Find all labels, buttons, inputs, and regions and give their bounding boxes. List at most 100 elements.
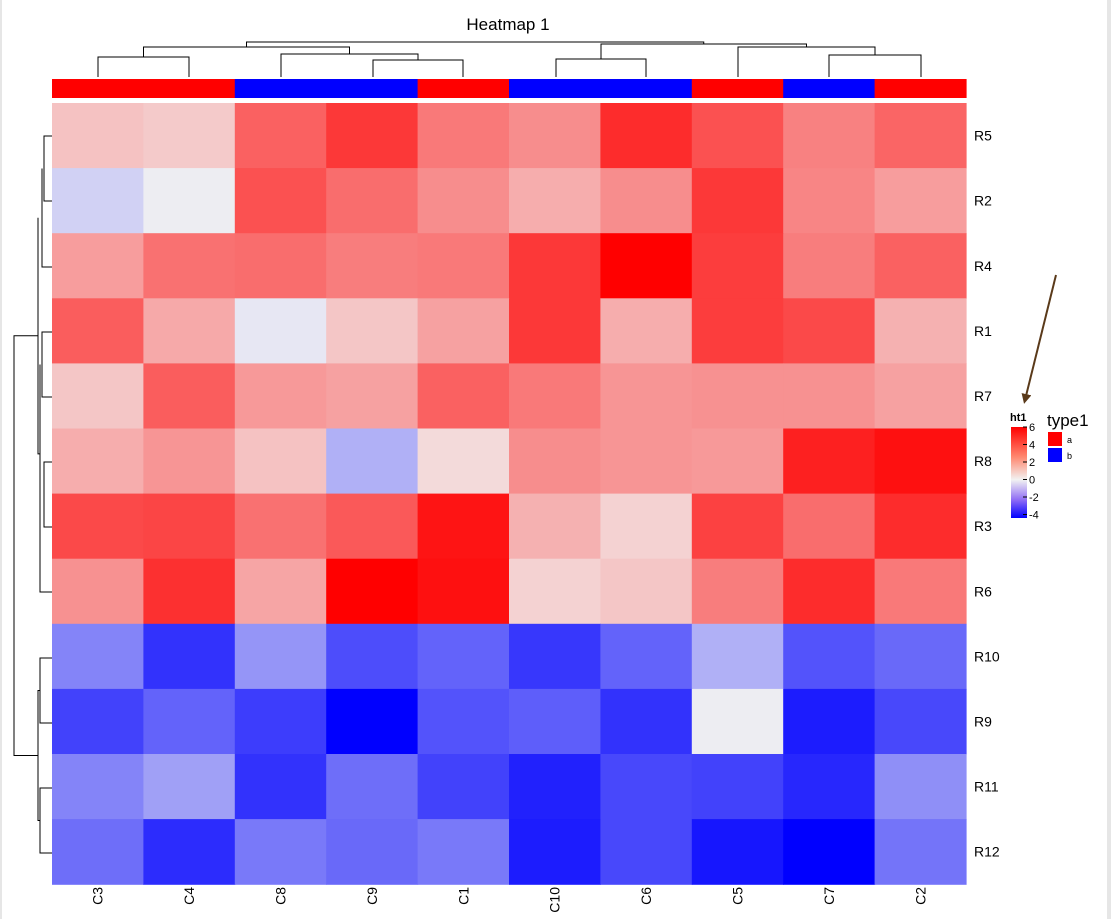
annotation-cell-C8 bbox=[234, 79, 327, 98]
heatmap-cell-R5-C9 bbox=[326, 103, 419, 169]
heatmap-cell-R3-C6 bbox=[600, 493, 693, 560]
heatmap-cell-R6-C2 bbox=[874, 558, 967, 625]
heatmap-cell-R3-C2 bbox=[874, 493, 967, 560]
row-label-R3: R3 bbox=[974, 518, 992, 534]
heatmap-cell-R7-C5 bbox=[691, 363, 784, 430]
heatmap-cell-R5-C4 bbox=[143, 103, 236, 169]
heatmap-cell-R6-C7 bbox=[783, 558, 876, 625]
row-dendrogram bbox=[13, 135, 52, 854]
heatmap-cell-R3-C4 bbox=[143, 493, 236, 560]
row-label-R11: R11 bbox=[974, 779, 999, 795]
heatmap-cell-R7-C4 bbox=[143, 363, 236, 430]
type1-legend-label-b: b bbox=[1067, 451, 1072, 461]
heatmap-cell-R8-C9 bbox=[326, 428, 419, 495]
ht1-legend: ht1 6 4 2 0 -2 -4 bbox=[1010, 412, 1039, 522]
heatmap-cell-R6-C3 bbox=[52, 558, 144, 625]
heatmap-cell-R12-C8 bbox=[234, 819, 327, 885]
heatmap-cell-R5-C5 bbox=[691, 103, 784, 169]
column-label-C10: C10 bbox=[547, 887, 563, 913]
column-labels: C3 C4 C8 C9 C1 C10 C6 C5 C7 C2 bbox=[90, 887, 929, 913]
heatmap-cell-R12-C7 bbox=[783, 819, 876, 885]
heatmap-cell-R9-C1 bbox=[417, 688, 510, 755]
row-label-R7: R7 bbox=[974, 388, 992, 404]
heatmap-cell-R2-C9 bbox=[326, 168, 419, 234]
heatmap-cell-R4-C7 bbox=[783, 233, 876, 299]
heatmap-cell-R5-C3 bbox=[52, 103, 144, 169]
heatmap-cell-R5-C2 bbox=[874, 103, 967, 169]
heatmap-cell-R10-C8 bbox=[234, 623, 327, 690]
ht1-tick-label: -4 bbox=[1029, 510, 1039, 522]
heatmap-cell-R6-C5 bbox=[691, 558, 784, 625]
column-label-C9: C9 bbox=[364, 887, 380, 905]
annotation-cell-C3 bbox=[52, 79, 144, 98]
heatmap-cell-R10-C5 bbox=[691, 623, 784, 690]
annotation-arrow bbox=[1021, 274, 1057, 404]
heatmap-cell-R10-C3 bbox=[52, 623, 144, 690]
heatmap-cell-R3-C5 bbox=[691, 493, 784, 560]
ht1-tick-label: 0 bbox=[1029, 475, 1035, 487]
heatmap-cell-R2-C2 bbox=[874, 168, 967, 234]
ht1-tick-label: -2 bbox=[1029, 492, 1039, 504]
heatmap-cell-R2-C3 bbox=[52, 168, 144, 234]
heatmap-cell-R7-C10 bbox=[509, 363, 601, 430]
column-label-C7: C7 bbox=[821, 887, 837, 905]
heatmap-cell-R10-C10 bbox=[509, 623, 601, 690]
heatmap-cell-R1-C8 bbox=[234, 298, 327, 364]
window-frame-left bbox=[0, 0, 2, 919]
heatmap-cell-R2-C6 bbox=[600, 168, 693, 234]
heatmap-cell-R10-C4 bbox=[143, 623, 236, 690]
heatmap-cell-R3-C8 bbox=[234, 493, 327, 560]
column-label-C1: C1 bbox=[455, 887, 471, 905]
heatmap-cell-R7-C6 bbox=[600, 363, 693, 430]
type1-legend-swatch-a bbox=[1048, 432, 1062, 446]
heatmap-cell-R4-C6 bbox=[600, 233, 693, 299]
column-label-C6: C6 bbox=[638, 887, 654, 905]
ht1-tick-label: 6 bbox=[1029, 422, 1035, 434]
annotation-cell-C7 bbox=[783, 79, 876, 98]
heatmap-cell-R8-C4 bbox=[143, 428, 236, 495]
heatmap-cell-R10-C7 bbox=[783, 623, 876, 690]
heatmap-cell-R9-C10 bbox=[509, 688, 601, 755]
heatmap-cell-R6-C4 bbox=[143, 558, 236, 625]
heatmap-cell-R4-C9 bbox=[326, 233, 419, 299]
heatmap-cell-R2-C4 bbox=[143, 168, 236, 234]
heatmap-cell-R1-C5 bbox=[691, 298, 784, 364]
type1-legend-swatch-b bbox=[1048, 448, 1062, 462]
heatmap-cell-R10-C1 bbox=[417, 623, 510, 690]
heatmap-cell-R6-C6 bbox=[600, 558, 693, 625]
heatmap-cell-R9-C9 bbox=[326, 688, 419, 755]
column-label-C4: C4 bbox=[181, 887, 197, 905]
heatmap-cell-R1-C10 bbox=[509, 298, 601, 364]
heatmap-cell-R2-C7 bbox=[783, 168, 876, 234]
heatmap-cell-R11-C6 bbox=[600, 754, 693, 820]
heatmap-cell-R6-C9 bbox=[326, 558, 419, 625]
heatmap-cell-R9-C7 bbox=[783, 688, 876, 755]
type1-legend-label-a: a bbox=[1067, 435, 1072, 445]
heatmap-cell-R1-C9 bbox=[326, 298, 419, 364]
type1-legend: type1 ab bbox=[1047, 411, 1089, 462]
heatmap-cell-R6-C8 bbox=[234, 558, 327, 625]
heatmap-cell-R6-C10 bbox=[509, 558, 601, 625]
heatmap-cell-R12-C2 bbox=[874, 819, 967, 885]
heatmap-cell-R5-C7 bbox=[783, 103, 876, 169]
annotation-cell-C5 bbox=[691, 79, 784, 98]
heatmap-cell-R8-C7 bbox=[783, 428, 876, 495]
heatmap-cell-R11-C2 bbox=[874, 754, 967, 820]
heatmap-cell-R4-C1 bbox=[417, 233, 510, 299]
column-dendrogram bbox=[97, 41, 922, 77]
heatmap-cell-R9-C5 bbox=[691, 688, 784, 755]
annotation-cell-C9 bbox=[326, 79, 419, 98]
heatmap-cell-R3-C9 bbox=[326, 493, 419, 560]
heatmap-cell-R12-C3 bbox=[52, 819, 144, 885]
heatmap-cell-R5-C8 bbox=[234, 103, 327, 169]
window-frame-right bbox=[1107, 0, 1111, 919]
heatmap-cell-R12-C9 bbox=[326, 819, 419, 885]
heatmap-cell-R7-C7 bbox=[783, 363, 876, 430]
heatmap-cell-R7-C2 bbox=[874, 363, 967, 430]
type1-legend-title: type1 bbox=[1047, 411, 1089, 430]
column-label-C3: C3 bbox=[90, 887, 106, 905]
annotation-cell-C10 bbox=[509, 79, 601, 98]
heatmap-cell-R1-C1 bbox=[417, 298, 510, 364]
row-label-R5: R5 bbox=[974, 128, 992, 144]
